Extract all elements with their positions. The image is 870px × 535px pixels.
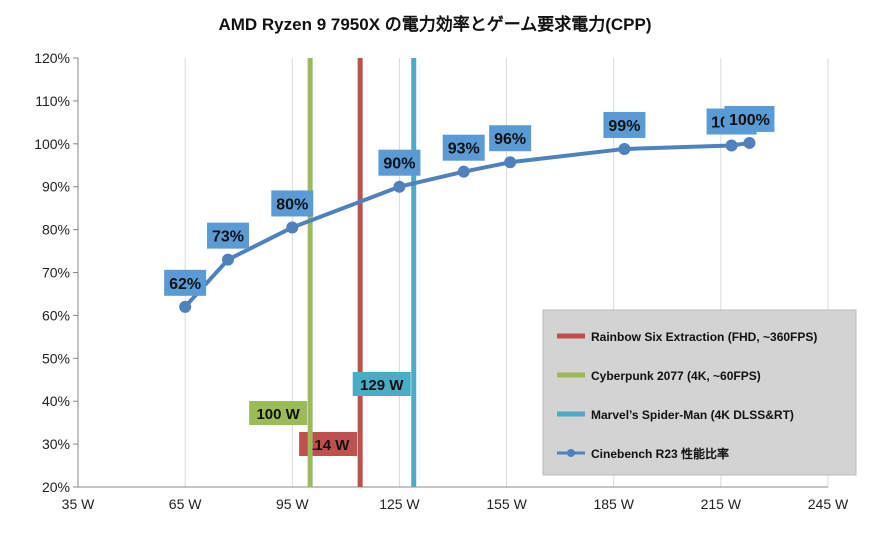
data-label: 93% <box>448 141 480 158</box>
y-tick-label: 90% <box>42 179 70 195</box>
axis-layer: 35 W 65 W 95 W 125 W 155 W 185 W 215 W 245 W 20%… <box>34 50 849 512</box>
legend-label: Cinebench R23 性能比率 <box>591 446 729 461</box>
data-label-box <box>442 134 485 161</box>
y-tick-label: 80% <box>42 222 70 238</box>
reference-lines: 114 W 100 W 129 W <box>249 58 417 487</box>
x-tick-label: 185 W <box>593 496 634 512</box>
data-label-box <box>724 105 775 132</box>
data-label-box <box>603 111 646 138</box>
data-point <box>286 221 299 234</box>
data-point <box>457 165 470 178</box>
x-tick-label: 245 W <box>808 496 849 512</box>
data-point <box>504 156 517 169</box>
x-tick-label: 155 W <box>486 496 527 512</box>
legend: Rainbow Six Extraction (FHD, ~360FPS) Cyb… <box>542 309 857 476</box>
legend-label: Cyberpunk 2077 (4K, ~60FPS) <box>591 369 761 383</box>
chart-title: AMD Ryzen 9 7950X の電力効率とゲーム要求電力(CPP) <box>218 14 651 34</box>
data-label-box <box>489 125 532 152</box>
reference-label-box <box>352 372 411 396</box>
y-tick-label: 20% <box>42 479 70 495</box>
x-tick-label: 95 W <box>276 496 309 512</box>
data-label: 90% <box>383 156 415 173</box>
data-point <box>222 253 234 266</box>
y-tick-label: 100% <box>34 136 70 152</box>
reference-label: 114 W <box>307 437 350 454</box>
y-tick-label: 50% <box>42 350 70 366</box>
data-label-box <box>271 190 314 217</box>
data-label-box <box>207 222 249 249</box>
x-tick-label: 215 W <box>701 496 742 512</box>
series-layer <box>179 136 756 313</box>
x-tick-label: 35 W <box>62 496 95 512</box>
legend-label: Marvel’s Spider-Man (4K DLSS&RT) <box>591 408 794 422</box>
data-label: 73% <box>212 229 244 246</box>
data-point <box>618 142 631 155</box>
data-label: 62% <box>169 276 201 293</box>
reference-label-box <box>249 401 308 425</box>
legend-label: Rainbow Six Extraction (FHD, ~360FPS) <box>591 330 817 344</box>
x-tick-label: 65 W <box>169 496 202 512</box>
reference-label: 100 W <box>256 406 300 423</box>
data-point <box>179 300 192 313</box>
reference-label: 129 W <box>360 377 404 394</box>
data-label: 100% <box>729 112 770 129</box>
data-label-box <box>378 149 421 176</box>
data-point <box>393 180 406 193</box>
y-tick-label: 70% <box>42 265 70 281</box>
y-tick-label: 110% <box>35 93 70 109</box>
y-tick-label: 120% <box>34 50 70 66</box>
data-point <box>743 136 756 149</box>
data-label-box <box>164 269 207 296</box>
legend-box <box>542 309 857 476</box>
data-point <box>725 139 738 152</box>
y-tick-label: 40% <box>42 393 70 409</box>
legend-marker <box>567 449 575 457</box>
data-label: 96% <box>494 131 526 148</box>
x-tick-label: 125 W <box>379 496 420 512</box>
data-label: 80% <box>276 196 308 213</box>
data-labels: 62%73%80%90%93%96%99%100%100% <box>164 105 775 296</box>
data-label: 99% <box>608 118 640 135</box>
y-tick-label: 30% <box>42 436 70 452</box>
y-tick-label: 60% <box>42 307 70 323</box>
